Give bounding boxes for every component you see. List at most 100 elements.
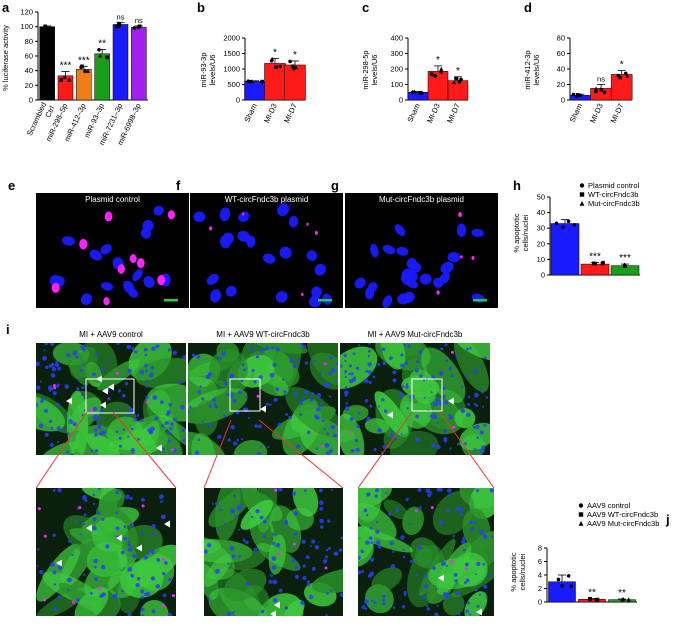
nucleus (57, 488, 62, 493)
apoptotic-nucleus (157, 275, 166, 286)
apoptotic-nucleus (323, 362, 327, 366)
nucleus (129, 522, 135, 528)
data-point (419, 91, 424, 95)
nucleus (404, 361, 409, 365)
nucleus (344, 406, 350, 412)
nucleus (405, 497, 409, 501)
nucleus (167, 431, 171, 435)
nucleus (67, 588, 70, 592)
nucleus (392, 378, 397, 383)
nucleus (408, 522, 411, 525)
apoptotic-nucleus (464, 567, 468, 571)
nucleus (445, 359, 448, 363)
nucleus (431, 566, 436, 570)
nucleus (475, 404, 479, 408)
muscle-fiber (380, 343, 406, 370)
scale-bar (318, 299, 332, 302)
nucleus (162, 571, 166, 576)
nucleus (464, 374, 468, 378)
nucleus (363, 508, 368, 513)
nucleus (136, 576, 141, 581)
x-tick-label: MI-D7 (445, 102, 462, 124)
nucleus (326, 591, 329, 595)
apoptotic-nucleus (51, 282, 60, 293)
bar (131, 27, 147, 101)
nucleus (66, 450, 70, 454)
nucleus (377, 427, 383, 433)
nucleus (459, 507, 464, 512)
nucleus (92, 526, 97, 531)
nucleus (231, 554, 236, 559)
nucleus (474, 588, 478, 592)
nucleus (401, 605, 406, 609)
nucleus (127, 612, 132, 616)
apoptotic-nucleus (104, 211, 113, 222)
arrowhead (116, 534, 122, 542)
nucleus (124, 381, 129, 386)
nucleus (417, 545, 422, 550)
nucleus (339, 548, 343, 552)
micrograph-g-cells (354, 212, 487, 308)
muscle-fiber (371, 567, 403, 592)
nucleus (294, 574, 300, 579)
panel-label-e: e (8, 178, 16, 193)
apoptotic-nucleus (141, 504, 145, 508)
nucleus (348, 364, 352, 368)
nucleus (402, 548, 405, 551)
nucleus (43, 349, 46, 352)
nucleus (231, 611, 234, 615)
nucleus (369, 404, 373, 408)
nucleus (430, 391, 433, 394)
nucleus (318, 488, 323, 493)
micrograph-e: Plasmid control (36, 193, 189, 308)
apoptotic-nucleus (274, 488, 278, 492)
nucleus (438, 401, 444, 406)
nucleus (139, 369, 145, 375)
nucleus (389, 540, 394, 546)
x-tick-label-group: MI-D7 (282, 102, 299, 124)
panel-label-a: a (2, 0, 10, 15)
arrowhead (260, 405, 266, 413)
nucleus (485, 595, 489, 599)
nucleus (481, 445, 485, 449)
tissue-image-3-content (340, 343, 490, 455)
nucleus (82, 494, 87, 500)
panel-label-d: d (524, 0, 532, 15)
nucleus (40, 397, 45, 402)
y-tick-label: 2 (538, 584, 542, 593)
nucleus (353, 376, 357, 380)
nucleus (50, 426, 54, 430)
nucleus (462, 548, 466, 552)
nucleus (449, 447, 452, 450)
tissue-image-2 (188, 343, 338, 455)
nucleus (291, 491, 297, 496)
apoptotic-nucleus (256, 394, 260, 398)
nucleus (215, 568, 220, 574)
nucleus (368, 536, 373, 541)
nucleus (96, 424, 102, 430)
nucleus (423, 574, 427, 578)
nucleus (254, 343, 257, 346)
data-point (602, 90, 607, 95)
nucleus (465, 578, 470, 583)
nucleus (204, 549, 208, 554)
nucleus (429, 491, 433, 494)
nucleus (282, 378, 285, 381)
apoptotic-nucleus (129, 254, 137, 264)
arrowhead (270, 610, 276, 616)
data-point (554, 221, 559, 226)
nucleus (240, 379, 244, 382)
apoptotic-nucleus (162, 604, 166, 608)
data-point (412, 89, 417, 94)
nucleus (409, 559, 414, 563)
nucleus (294, 565, 299, 570)
nucleus (107, 360, 111, 363)
panel-label-f: f (176, 178, 181, 193)
nucleus (471, 293, 485, 303)
nucleus (300, 343, 304, 346)
nucleus (443, 428, 448, 433)
nucleus (126, 403, 129, 407)
nucleus (230, 424, 235, 430)
nucleus (262, 534, 267, 538)
y-axis-label-text: cells/nuclei (518, 553, 527, 590)
